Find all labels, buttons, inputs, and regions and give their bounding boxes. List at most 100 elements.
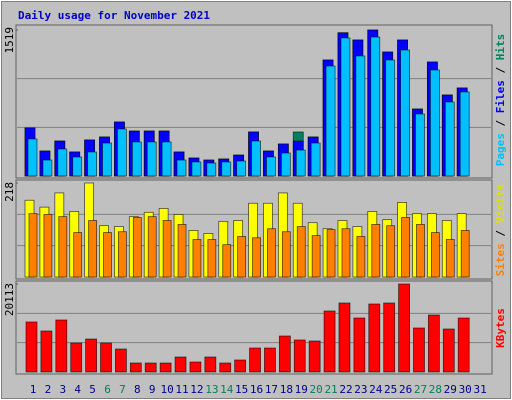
bar [144, 362, 157, 373]
bar [131, 141, 142, 177]
panel [15, 280, 493, 375]
bar [192, 239, 202, 278]
bar [221, 161, 232, 177]
bar [444, 101, 455, 177]
bar [87, 151, 98, 177]
bar [325, 65, 336, 177]
bar [25, 321, 38, 373]
x-tick-label: 6 [104, 383, 111, 396]
bar [293, 339, 306, 373]
bar [189, 361, 202, 373]
y-tick-label: 1519 [3, 27, 16, 54]
bar [102, 142, 112, 177]
bar [162, 220, 172, 278]
bar [43, 214, 53, 278]
bar [296, 226, 306, 278]
bar [311, 235, 321, 278]
x-tick-label: 15 [235, 383, 248, 396]
bar [460, 230, 470, 278]
bar [326, 229, 336, 278]
bar [459, 91, 470, 177]
y-tick-label: 20113 [3, 283, 16, 316]
bar [57, 148, 68, 177]
legend-item: Hits [494, 34, 507, 61]
bar [100, 342, 112, 373]
bar [338, 302, 351, 373]
bar [55, 319, 68, 373]
bar [28, 213, 38, 278]
x-tick-label: 5 [89, 383, 96, 396]
bar [353, 317, 366, 373]
x-tick-label: 29 [444, 383, 457, 396]
x-tick-label: 7 [119, 383, 126, 396]
bar [206, 162, 217, 177]
bar [355, 55, 366, 177]
x-tick-label: 28 [429, 383, 442, 396]
bar [429, 69, 440, 177]
bar [398, 283, 410, 373]
x-tick-label: 16 [250, 383, 263, 396]
bar [222, 244, 232, 278]
x-tick-label: 18 [280, 383, 293, 396]
bar [386, 225, 396, 278]
x-tick-label: 21 [324, 383, 337, 396]
bar [236, 160, 247, 177]
bar [249, 347, 261, 373]
bar [252, 237, 261, 278]
bar [103, 232, 112, 278]
panel [15, 24, 493, 179]
bar [413, 327, 425, 373]
bar [204, 356, 217, 373]
x-tick-label: 11 [175, 383, 188, 396]
bar [430, 232, 440, 278]
bar [385, 59, 396, 177]
bar [281, 231, 291, 278]
bar [264, 347, 276, 373]
bar [161, 141, 172, 177]
bar [457, 317, 470, 373]
legend-item: Files [494, 80, 507, 113]
x-tick-label: 26 [399, 383, 412, 396]
x-tick-label: 1 [30, 383, 37, 396]
bar [88, 220, 98, 278]
bar [118, 231, 127, 278]
x-tick-label: 2 [45, 383, 52, 396]
bar [251, 140, 261, 177]
bar [401, 217, 410, 278]
bar [85, 338, 98, 373]
x-tick-label: 24 [369, 383, 383, 396]
legend: Pages / Files / Hits [494, 34, 507, 167]
x-tick-label: 27 [414, 383, 427, 396]
x-tick-label: 25 [384, 383, 397, 396]
x-tick-label: 3 [59, 383, 66, 396]
bar [308, 340, 321, 373]
legend: Sites / Visits [494, 184, 507, 277]
bar [72, 156, 83, 177]
x-tick-label: 4 [74, 383, 81, 396]
bar [58, 216, 68, 278]
x-tick-label: 8 [134, 383, 141, 396]
bar [341, 228, 351, 278]
bar [237, 236, 247, 278]
x-tick-label: 20 [310, 383, 323, 396]
bar [280, 152, 291, 177]
bar [219, 362, 232, 373]
bar [70, 342, 83, 373]
bar [340, 37, 351, 177]
bar [27, 138, 38, 177]
bar [370, 36, 381, 177]
bar [310, 142, 321, 177]
panel [15, 179, 493, 280]
x-tick-label: 14 [220, 383, 234, 396]
legend-item: KBytes [494, 308, 507, 348]
bar [278, 335, 291, 373]
x-tick-label: 12 [190, 383, 203, 396]
bar [442, 328, 455, 373]
bar [117, 128, 127, 177]
bar [40, 330, 53, 373]
x-tick-label: 23 [354, 383, 367, 396]
bar [323, 310, 336, 373]
y-tick-label: 218 [3, 182, 16, 202]
